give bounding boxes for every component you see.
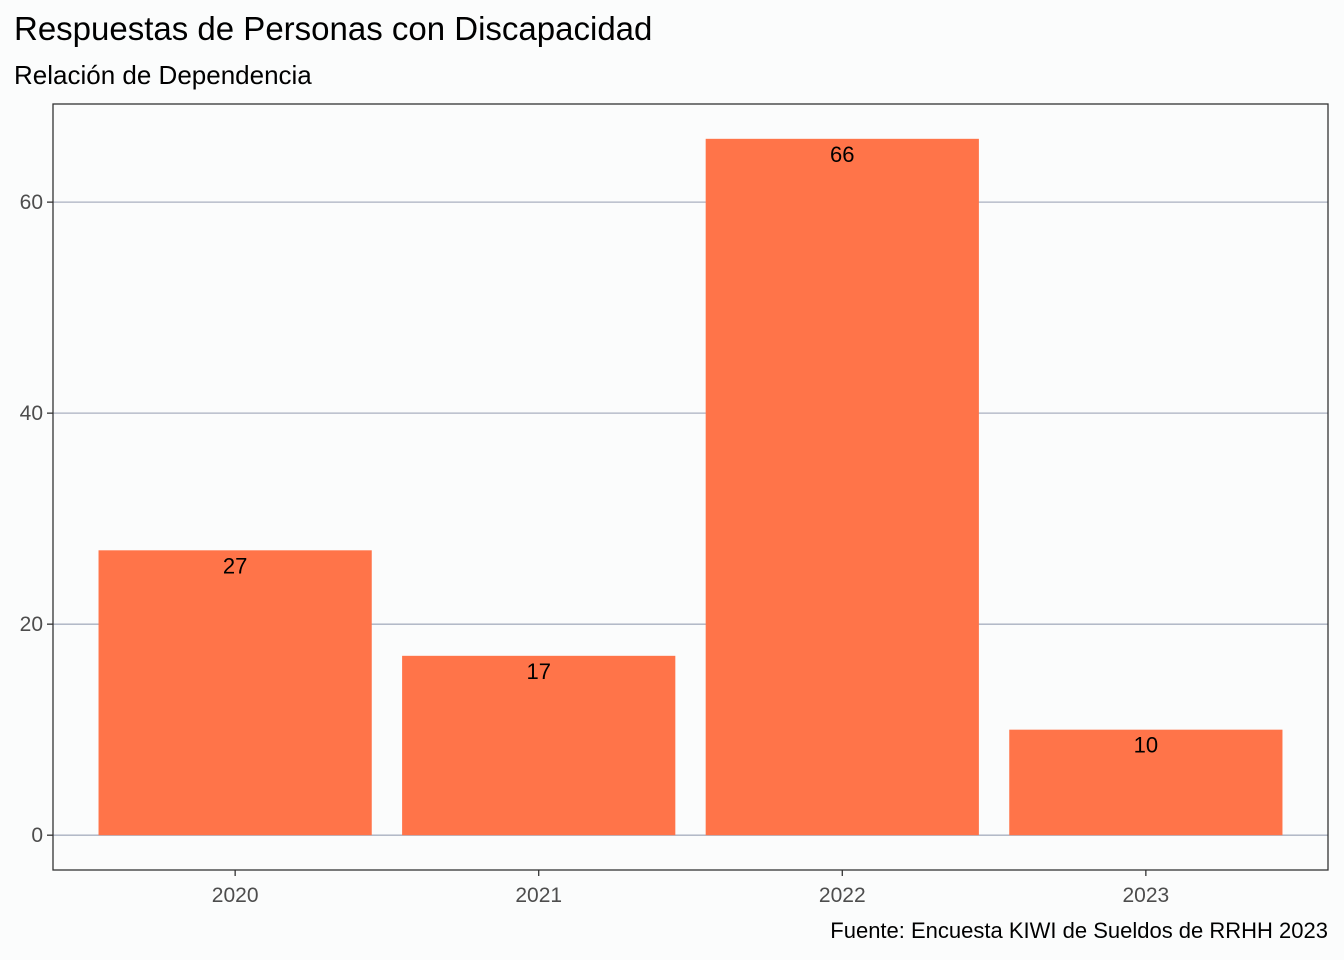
- bar-2021: [402, 655, 676, 836]
- bar-2020: [98, 550, 372, 836]
- x-tick-label-2020: 2020: [212, 884, 259, 907]
- y-tick-label: 0: [31, 824, 43, 847]
- y-tick-label: 40: [20, 402, 43, 425]
- data-label-2023: 10: [1134, 733, 1158, 758]
- y-axis: 0 20 40 60: [20, 191, 53, 847]
- data-labels: 27 17 66 10: [223, 142, 1158, 758]
- x-tick-label-2022: 2022: [819, 884, 866, 907]
- chart-caption: Fuente: Encuesta KIWI de Sueldos de RRHH…: [830, 918, 1328, 943]
- panel-border: [52, 103, 1329, 871]
- bar-2022: [705, 138, 979, 836]
- y-tick-label: 20: [20, 613, 43, 636]
- y-tick-label: 60: [20, 191, 43, 214]
- x-axis: 2020 2021 2022 2023: [212, 870, 1169, 907]
- x-tick-label-2021: 2021: [515, 884, 562, 907]
- data-label-2020: 27: [223, 553, 247, 578]
- bar-2023: [1009, 729, 1283, 836]
- data-label-2021: 17: [526, 659, 550, 684]
- x-tick-label-2023: 2023: [1122, 884, 1169, 907]
- data-label-2022: 66: [830, 142, 854, 167]
- chart-title: Respuestas de Personas con Discapacidad: [14, 10, 653, 47]
- chart-subtitle: Relación de Dependencia: [14, 60, 312, 90]
- bars: [98, 138, 1283, 836]
